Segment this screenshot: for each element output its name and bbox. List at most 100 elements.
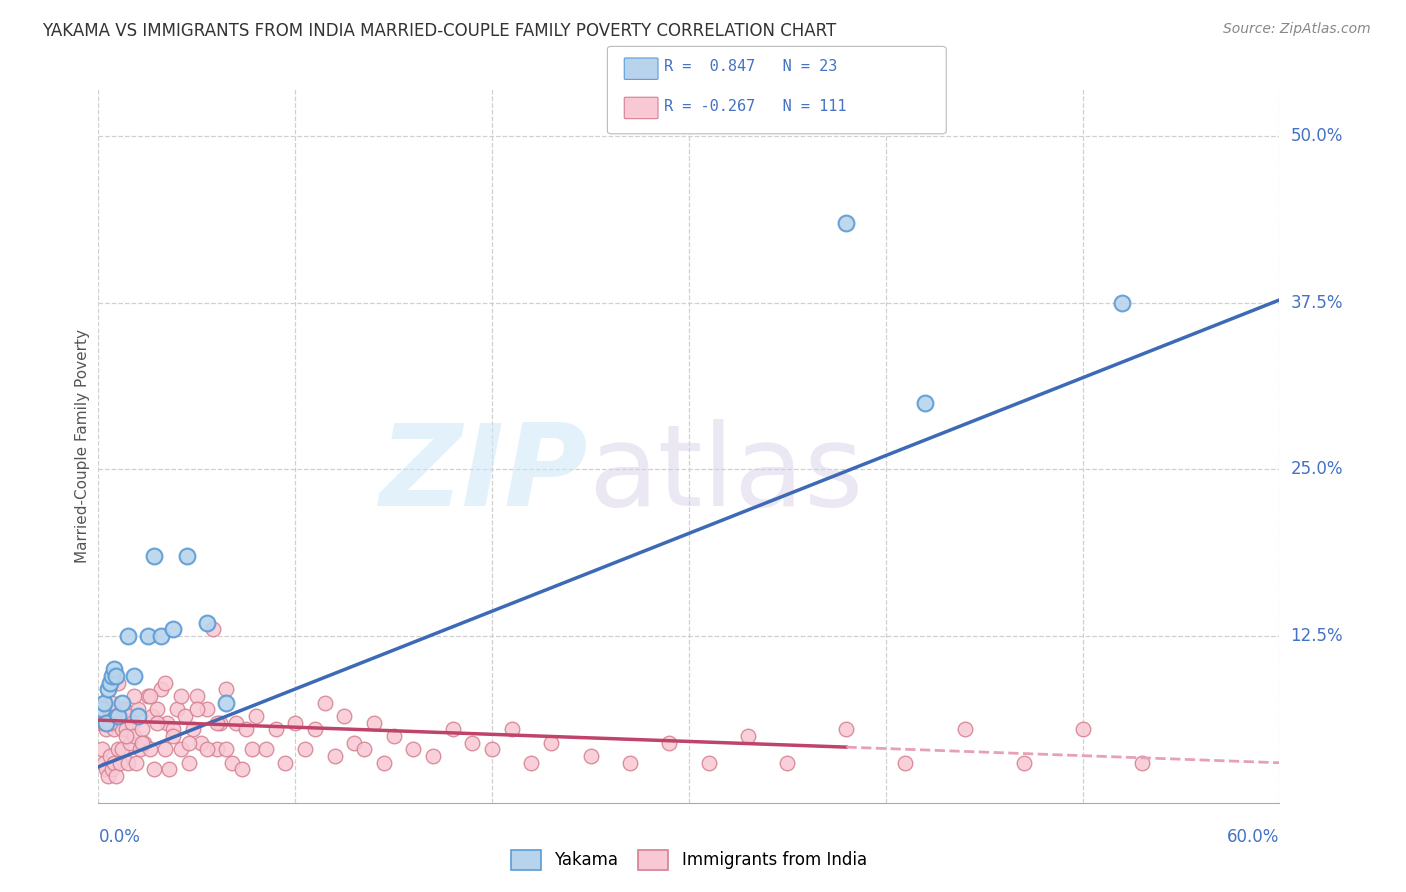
Point	[107, 675, 129, 690]
Legend: Yakama, Immigrants from India: Yakama, Immigrants from India	[505, 843, 873, 877]
Point	[658, 736, 681, 750]
Point	[304, 723, 326, 737]
Point	[221, 756, 243, 770]
Y-axis label: Married-Couple Family Poverty: Married-Couple Family Poverty	[75, 329, 90, 563]
Point	[579, 749, 602, 764]
Point	[132, 736, 155, 750]
Point	[128, 742, 150, 756]
Point	[121, 715, 143, 730]
Point	[122, 689, 145, 703]
Point	[373, 756, 395, 770]
Point	[96, 763, 118, 777]
Point	[215, 682, 238, 697]
Point	[101, 763, 124, 777]
Point	[131, 736, 153, 750]
Point	[195, 742, 218, 756]
Point	[115, 723, 138, 737]
Point	[274, 756, 297, 770]
Point	[1130, 756, 1153, 770]
Point	[294, 742, 316, 756]
Point	[195, 702, 218, 716]
Point	[914, 395, 936, 409]
Point	[835, 723, 858, 737]
Point	[122, 669, 145, 683]
Point	[894, 756, 917, 770]
Point	[97, 682, 120, 697]
Point	[162, 723, 184, 737]
Point	[127, 709, 149, 723]
Point	[127, 702, 149, 716]
Point	[131, 723, 153, 737]
Point	[162, 729, 184, 743]
Point	[170, 689, 193, 703]
Point	[105, 769, 128, 783]
Point	[111, 723, 134, 737]
Text: 25.0%: 25.0%	[1291, 460, 1343, 478]
Point	[96, 715, 118, 730]
Point	[89, 715, 111, 730]
Point	[170, 742, 193, 756]
Point	[162, 623, 184, 637]
Point	[619, 756, 641, 770]
Point	[284, 715, 307, 730]
Point	[231, 763, 253, 777]
Point	[402, 742, 425, 756]
Point	[118, 736, 141, 750]
Point	[115, 729, 138, 743]
Point	[363, 715, 385, 730]
Point	[117, 629, 139, 643]
Point	[155, 675, 177, 690]
Point	[240, 742, 263, 756]
Point	[136, 629, 159, 643]
Point	[323, 749, 346, 764]
Text: ZIP: ZIP	[380, 419, 589, 530]
Point	[264, 723, 287, 737]
Point	[103, 723, 125, 737]
Point	[138, 742, 160, 756]
Point	[225, 715, 247, 730]
Point	[157, 763, 180, 777]
Point	[91, 702, 114, 716]
Text: R = -0.267   N = 111: R = -0.267 N = 111	[664, 99, 846, 113]
Point	[142, 549, 165, 563]
Point	[108, 756, 131, 770]
Point	[195, 615, 218, 630]
Point	[101, 696, 124, 710]
Point	[461, 736, 484, 750]
Point	[107, 742, 129, 756]
Text: Source: ZipAtlas.com: Source: ZipAtlas.com	[1223, 22, 1371, 37]
Point	[111, 696, 134, 710]
Point	[186, 702, 208, 716]
Text: R =  0.847   N = 23: R = 0.847 N = 23	[664, 60, 837, 74]
Point	[142, 763, 165, 777]
Text: YAKAMA VS IMMIGRANTS FROM INDIA MARRIED-COUPLE FAMILY POVERTY CORRELATION CHART: YAKAMA VS IMMIGRANTS FROM INDIA MARRIED-…	[42, 22, 837, 40]
Point	[540, 736, 562, 750]
Point	[520, 756, 543, 770]
Point	[1111, 295, 1133, 310]
Point	[98, 749, 121, 764]
Point	[343, 736, 366, 750]
Point	[93, 696, 115, 710]
Point	[91, 742, 114, 756]
Point	[101, 669, 124, 683]
Point	[205, 742, 228, 756]
Point	[103, 662, 125, 676]
Point	[177, 756, 200, 770]
Text: 60.0%: 60.0%	[1227, 828, 1279, 846]
Text: 0.0%: 0.0%	[98, 828, 141, 846]
Point	[122, 729, 145, 743]
Point	[155, 742, 177, 756]
Point	[177, 736, 200, 750]
Point	[136, 689, 159, 703]
Text: atlas: atlas	[589, 419, 863, 530]
Point	[112, 702, 135, 716]
Point	[146, 715, 169, 730]
Point	[205, 715, 228, 730]
Point	[97, 769, 120, 783]
Point	[215, 742, 238, 756]
Point	[174, 709, 197, 723]
Point	[166, 702, 188, 716]
Point	[105, 669, 128, 683]
Point	[835, 216, 858, 230]
Point	[697, 756, 720, 770]
